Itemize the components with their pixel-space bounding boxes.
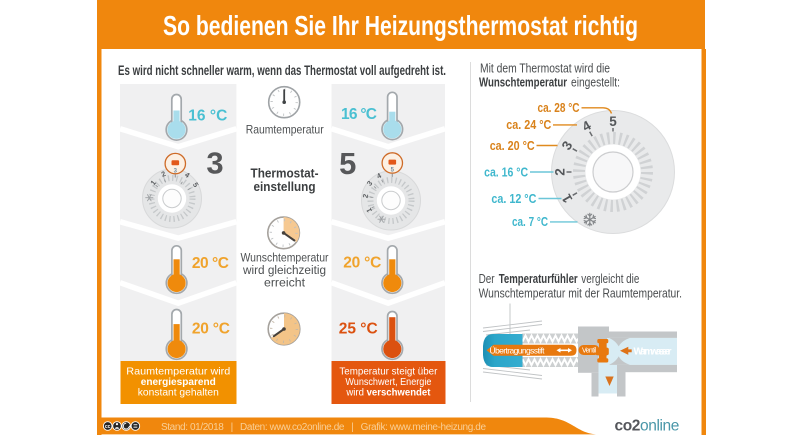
svg-text:Thermostat-: Thermostat-: [251, 166, 319, 181]
svg-text:2: 2: [361, 193, 371, 199]
svg-text:2: 2: [160, 169, 167, 179]
svg-text:5: 5: [339, 146, 356, 181]
svg-text:einstellung: einstellung: [254, 179, 316, 194]
svg-text:Raumtemperatur: Raumtemperatur: [246, 122, 324, 136]
svg-text:erreicht: erreicht: [264, 276, 306, 290]
svg-text:2: 2: [553, 168, 568, 176]
svg-text:Wunschwert, Energie: Wunschwert, Energie: [345, 377, 431, 388]
svg-text:Temperatur steigt über: Temperatur steigt über: [339, 367, 438, 378]
svg-text:5: 5: [191, 181, 201, 189]
svg-text:ca. 7 °C: ca. 7 °C: [512, 215, 548, 229]
svg-text:Ventil: Ventil: [582, 348, 596, 355]
svg-text:vergleicht die: vergleicht die: [581, 271, 639, 286]
svg-text:ca. 16 °C: ca. 16 °C: [484, 165, 528, 179]
svg-text:1: 1: [364, 207, 374, 214]
svg-text:ca. 20 °C: ca. 20 °C: [490, 139, 535, 153]
svg-text:So bedienen Sie Ihr Heizungsth: So bedienen Sie Ihr Heizungsthermostat r…: [163, 10, 638, 41]
svg-text:Stand: 01/2018 | Daten: ww: Stand: 01/2018 | Daten: www.co2online.de…: [161, 422, 486, 433]
svg-text:5: 5: [609, 114, 617, 129]
svg-text:ca. 28 °C: ca. 28 °C: [538, 101, 580, 115]
svg-text:ca. 24 °C: ca. 24 °C: [506, 118, 551, 132]
svg-text:Warmwasser: Warmwasser: [634, 347, 672, 358]
svg-text:konstant gehalten: konstant gehalten: [138, 387, 219, 398]
svg-text:Der: Der: [479, 271, 495, 286]
svg-text:16 °C: 16 °C: [188, 107, 227, 124]
svg-text:Raumtemperatur wird: Raumtemperatur wird: [126, 367, 230, 378]
svg-text:wird gleichzeitig: wird gleichzeitig: [242, 263, 326, 277]
svg-text:4: 4: [183, 170, 191, 180]
svg-text:Übertragungsstift: Übertragungsstift: [490, 345, 546, 355]
svg-text:wird verschwendet: wird verschwendet: [345, 387, 430, 398]
svg-text:20 °C: 20 °C: [343, 254, 381, 271]
svg-text:Temperaturfühler: Temperaturfühler: [499, 271, 578, 286]
svg-text:Wunschtemperatur: Wunschtemperatur: [479, 75, 567, 90]
svg-text:5: 5: [391, 168, 395, 174]
svg-text:Mit dem Thermostat wird die: Mit dem Thermostat wird die: [480, 60, 610, 75]
svg-text:20 °C: 20 °C: [192, 255, 229, 272]
svg-text:co2online: co2online: [615, 418, 679, 435]
svg-text:Wunschtemperatur mit der Raumt: Wunschtemperatur mit der Raumtemperatur.: [479, 285, 682, 300]
svg-text:Wunschtemperatur: Wunschtemperatur: [241, 250, 329, 264]
svg-text:16 °C: 16 °C: [341, 106, 377, 123]
svg-text:20 °C: 20 °C: [192, 320, 230, 337]
svg-text:3: 3: [206, 146, 223, 181]
svg-text:eingestellt:: eingestellt:: [571, 75, 620, 90]
svg-text:3: 3: [365, 179, 375, 188]
svg-text:1: 1: [148, 178, 157, 187]
svg-text:cc: cc: [105, 424, 111, 430]
svg-text:energiesparend: energiesparend: [141, 377, 216, 388]
svg-text:25 °C: 25 °C: [339, 320, 378, 337]
svg-text:ca. 12 °C: ca. 12 °C: [491, 192, 536, 206]
svg-text:Es wird nicht schneller warm,: Es wird nicht schneller warm, wenn das T…: [118, 63, 446, 78]
svg-text:4: 4: [375, 171, 383, 181]
svg-text:3: 3: [174, 168, 178, 174]
